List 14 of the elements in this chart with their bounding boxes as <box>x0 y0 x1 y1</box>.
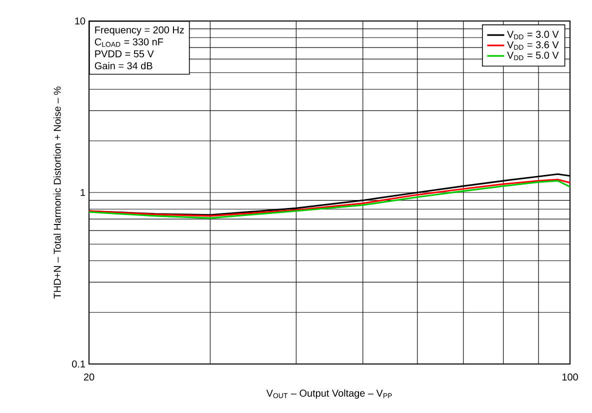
y-tick-label: 0.1 <box>72 360 86 368</box>
annotation: C$_{LOAD}$ = 330 nF <box>94 38 164 47</box>
y-tick-label: 10 <box>75 17 86 25</box>
y-tick-label: 1 <box>80 189 86 196</box>
y-axis-title: THD+N – Total Harmonic Distortion + Noise – % <box>54 86 61 299</box>
annotation: PVDD = 55 V <box>95 50 154 58</box>
annotation: Gain = 34 dB <box>94 62 152 70</box>
legend-label: V$_{DD}$ = 5.0 V <box>507 52 559 60</box>
annotation: Frequency = 200 Hz <box>95 26 184 36</box>
x-tick-label: 20 <box>84 374 94 381</box>
x-axis-title: V$_{OUT}$ – Output Voltage – V$_{PP}$ <box>266 389 392 399</box>
legend-label: V$_{DD}$ = 3.6 V <box>507 41 559 50</box>
x-tick-label: 100 <box>562 374 578 381</box>
legend-label: V$_{DD}$ = 3.0 V <box>507 30 559 40</box>
